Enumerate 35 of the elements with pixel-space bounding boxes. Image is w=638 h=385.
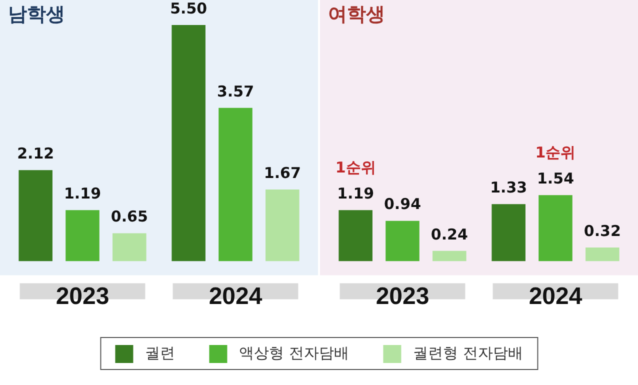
bar <box>386 220 420 262</box>
data-label: 1.67 <box>264 164 301 182</box>
legend-label: 궐련 <box>145 344 176 363</box>
bar <box>218 108 252 262</box>
bar <box>538 195 572 262</box>
data-label: 0.94 <box>384 195 422 214</box>
data-label: 0.32 <box>584 222 621 240</box>
chart-title: 여학생 <box>328 3 385 26</box>
bar <box>492 204 526 262</box>
data-label: 1.54 <box>536 169 574 188</box>
data-label: 0.24 <box>430 225 468 244</box>
bar <box>586 247 620 262</box>
bar <box>432 250 466 262</box>
text: 1순위 <box>535 143 576 162</box>
legend-label: 액상형 전자담배 <box>239 344 349 363</box>
chart-title: 남학생 <box>8 3 65 26</box>
bar <box>18 170 52 262</box>
x-tick-label: 2024 <box>528 283 583 310</box>
legend-label: 궐련형 전자담배 <box>413 344 523 363</box>
x-tick-label: 2023 <box>376 283 430 310</box>
data-label: 1.19 <box>64 184 102 202</box>
data-label: 1.19 <box>337 184 374 202</box>
bar <box>266 189 300 262</box>
bar <box>338 210 372 262</box>
data-label: 2.12 <box>17 144 54 163</box>
data-label: 5.50 <box>170 0 208 18</box>
text: 1순위 <box>335 158 376 176</box>
data-label: 1.33 <box>490 178 528 196</box>
x-tick-label: 2023 <box>56 283 110 310</box>
data-label: 3.57 <box>216 82 254 100</box>
bar <box>112 233 146 262</box>
x-tick-label: 2024 <box>208 283 263 310</box>
bar <box>66 210 100 262</box>
bar <box>172 25 206 262</box>
data-label: 0.65 <box>110 208 148 226</box>
